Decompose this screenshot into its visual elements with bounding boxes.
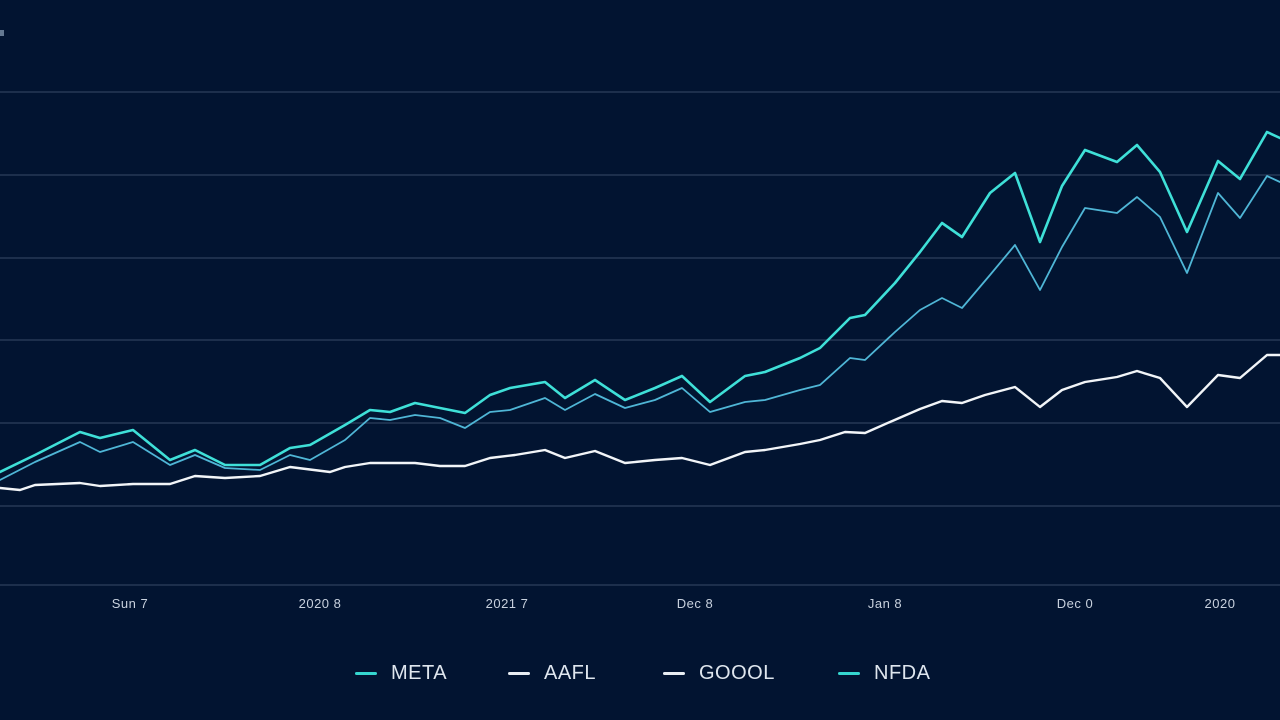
series-line-nfda xyxy=(0,175,1280,481)
x-tick-label: 2021 7 xyxy=(485,596,529,611)
legend-item-aafl[interactable]: AAFL xyxy=(508,660,596,686)
legend-swatch-icon xyxy=(508,671,530,675)
legend-label: NFDA xyxy=(874,661,931,684)
legend-item-goool[interactable]: GOOOL xyxy=(663,660,775,686)
x-tick-label: Jan 8 xyxy=(867,596,903,611)
series-line-meta xyxy=(0,130,1280,474)
x-tick-label: Dec 8 xyxy=(676,596,714,611)
series-line-aafl xyxy=(0,353,1280,492)
axis-corner-mark xyxy=(0,30,4,36)
legend-label: META xyxy=(391,661,448,684)
x-tick-label: 2020 xyxy=(1204,596,1236,611)
x-tick-label: Sun 7 xyxy=(111,596,149,611)
legend-item-nfda[interactable]: NFDA xyxy=(838,660,930,686)
x-tick-label: 2020 8 xyxy=(298,596,342,611)
x-tick-label: Dec 0 xyxy=(1056,596,1094,611)
legend-item-meta[interactable]: META xyxy=(355,660,447,686)
gridlines xyxy=(0,91,1280,586)
legend-label: AAFL xyxy=(544,661,597,684)
series-lines xyxy=(0,130,1280,492)
legend-swatch-icon xyxy=(838,671,860,675)
legend-swatch-icon xyxy=(355,671,377,675)
legend-label: GOOOL xyxy=(699,661,775,684)
chart-legend: META AAFL GOOOL NFDA xyxy=(0,660,1280,690)
legend-swatch-icon xyxy=(663,671,685,675)
